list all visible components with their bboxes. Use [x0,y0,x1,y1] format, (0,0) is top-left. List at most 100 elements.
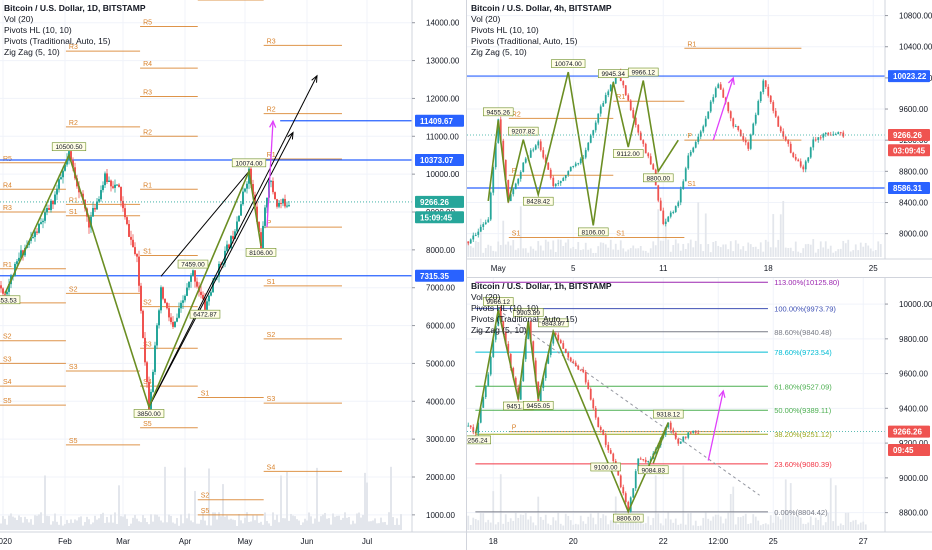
volume-bar [374,518,376,530]
candle [774,110,777,117]
candle [687,432,690,438]
chart-panel-daily[interactable]: R5 R4 R3 R2 R1 S1 S2 S3 S4 S5 R3 R2 R1 P S1 S2 S3 S4 R3 R2 R… [0,0,466,550]
chart-panel-1h[interactable]: P 113.00%(10125.80) 100.00%(9973.79) 88.60%… [467,278,932,550]
volume-bar [232,519,234,530]
volume-bar [398,524,400,530]
candle [30,238,32,241]
volume-bar [684,248,687,257]
volume-bar [562,525,565,530]
candle [0,285,2,289]
volume-bar [318,521,320,530]
candle [539,388,542,402]
volume-bar [104,522,106,530]
chart-panel-4h[interactable]: R1 R1 P R2 P S1 S1 S1 9455.26 9207.82 8428.42 10074… [467,0,932,277]
candle [164,298,166,303]
pivot-label: S1 [687,181,696,188]
indicator-zigzag[interactable]: Zig Zag (5, 10) [4,47,60,57]
indicator-pivots-hl[interactable]: Pivots HL (10, 10) [471,25,539,35]
time-axis: May 5 11 18 25 [467,258,932,277]
volume-bar [254,520,256,530]
indicator-vol[interactable]: Vol (20) [4,14,34,24]
volume-bar [529,246,532,257]
zigzag-label-box [51,142,87,152]
volume-bar [794,241,797,257]
indicator-vol[interactable]: Vol (20) [471,292,501,302]
candle [467,241,470,244]
candle [544,363,547,379]
volume-bar [156,514,158,530]
panel-divider-vertical[interactable] [466,0,467,550]
volume-bar [168,514,170,530]
candle [46,208,48,213]
pivot-label: P [687,133,692,140]
candle [529,321,532,342]
indicator-pivots-hl[interactable]: Pivots HL (10, 10) [471,303,539,313]
volume-bar [792,251,795,257]
candle [607,444,610,451]
fib-label: 38.20%(9251.12) [774,430,832,439]
volume-bar [178,525,180,530]
pivot-label: R1 [143,182,152,189]
candle [272,180,274,193]
chart-svg-daily[interactable]: R5 R4 R3 R2 R1 S1 S2 S3 S4 S5 R3 R2 R1 P S1 S2 S3 S4 R3 R2 R… [0,0,466,550]
candle [266,197,268,208]
volume-bar [759,242,762,257]
volume-bar [812,239,815,257]
volume-bar [370,521,372,530]
volume-bar [599,242,602,257]
price-tick-label: 9000.00 [899,474,928,483]
volume-bar [342,517,344,530]
candle [182,300,184,303]
volume-bar [744,513,747,530]
candle [34,231,36,237]
candle [537,381,540,402]
price-tag-label: 15:09:45 [420,213,453,222]
volume-bar [724,518,727,530]
indicator-zigzag[interactable]: Zig Zag (5, 10) [471,325,527,335]
candle [524,339,527,360]
candle [288,205,290,207]
pivot-label: S1 [616,231,625,238]
volume-bar [844,243,847,257]
indicator-vol[interactable]: Vol (20) [471,14,501,24]
candle [36,231,38,233]
indicator-zigzag[interactable]: Zig Zag (5, 10) [471,47,527,57]
volume-bar [352,520,354,530]
volume-bar [877,241,880,257]
chart-svg-4h[interactable]: R1 R1 P R2 P S1 S1 S1 9455.26 9207.82 8428.42 10074… [467,0,932,277]
indicator-pivots-hl[interactable]: Pivots HL (10, 10) [4,25,72,35]
zigzag-label: 9966.12 [487,299,511,306]
time-tick-label: 22 [659,537,668,546]
chart-svg-1h[interactable]: P 113.00%(10125.80) 100.00%(9973.79) 88.60%… [467,278,932,550]
indicator-pivots-traditional[interactable]: Pivots (Traditional, Auto, 15) [471,314,578,324]
volume-bar [672,245,675,257]
volume-bar [110,514,112,530]
zigzag-label: 9966.12 [632,70,656,77]
zigzag-label: 8106.00 [249,250,273,257]
volume-bar [314,518,316,530]
volume-bar [584,523,587,530]
volume-bar [272,512,274,530]
candle [487,219,490,223]
indicator-pivots-traditional[interactable]: Pivots (Traditional, Auto, 15) [4,36,111,46]
candle [777,116,780,127]
indicator-pivots-traditional[interactable]: Pivots (Traditional, Auto, 15) [471,36,578,46]
volume-bar [527,519,530,530]
zigzag-label: 9903.89 [517,310,541,317]
time-tick-label: 18 [489,537,498,546]
volume-bar [639,245,642,257]
volume-bar [699,244,702,257]
volume-bar [120,516,122,530]
volume-bar [258,522,260,530]
zigzag-label: 6853.53 [0,297,17,304]
volume-bar [637,523,640,530]
volume-bar [587,516,590,530]
candle [138,256,140,286]
panel-divider-horizontal[interactable] [467,277,932,278]
volume-bar [759,525,762,530]
volume-bar [799,252,802,257]
pivot-label: S1 [143,249,152,256]
candle [669,212,672,217]
volume-bar [842,525,845,530]
candle [148,381,150,411]
